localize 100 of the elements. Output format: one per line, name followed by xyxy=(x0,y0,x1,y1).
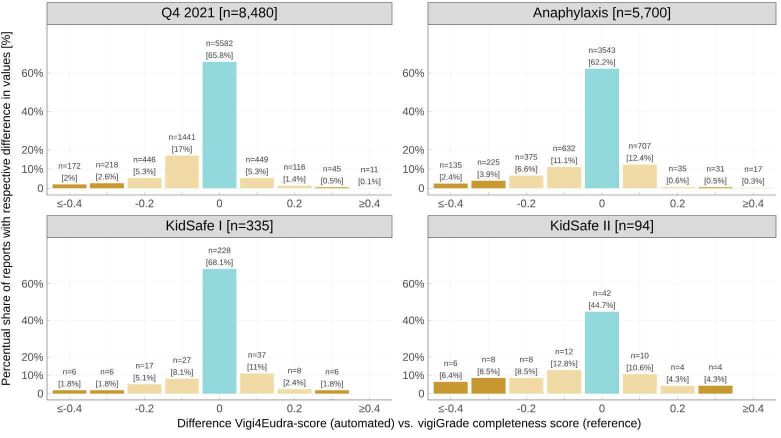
data-label: n=42 [44.7%] xyxy=(589,290,615,310)
x-axis-title: Difference Vigi4Eudra-score (automated) vs. vigiGrade completeness score (reference) xyxy=(178,418,641,430)
bar xyxy=(622,374,657,394)
x-tick-label: ≥0.4 xyxy=(359,200,380,208)
y-tick-label: 20% xyxy=(403,146,424,154)
x-tick-label: 0.2 xyxy=(287,200,302,208)
bar xyxy=(434,184,468,188)
data-label: n=3543 [62.2%] xyxy=(589,47,616,67)
data-label: n=31 [0.5%] xyxy=(704,166,726,186)
y-tick-label: 60% xyxy=(403,69,424,77)
data-label: n=225 [3.9%] xyxy=(478,159,500,179)
bar xyxy=(434,382,468,394)
y-tick-label: 60% xyxy=(403,280,424,288)
bar xyxy=(547,370,582,394)
bar xyxy=(165,378,199,394)
bar xyxy=(660,386,695,394)
x-tick-label: ≥0.4 xyxy=(742,200,764,208)
bar xyxy=(584,68,620,188)
y-tick-label: 60% xyxy=(22,280,44,288)
data-label: n=707 [12.4%] xyxy=(626,143,653,162)
data-label: n=632 [11.1%] xyxy=(551,146,577,165)
bar xyxy=(90,183,124,188)
bar xyxy=(128,384,162,394)
data-label: n=37 [11%] xyxy=(248,352,266,372)
x-tick-label: 0 xyxy=(216,404,222,412)
data-label: n=5582 [65.8%] xyxy=(206,40,233,60)
data-label: n=8 [2.4%] xyxy=(284,368,306,387)
bar xyxy=(202,268,236,394)
data-label: n=4 [4.3%] xyxy=(704,364,726,384)
data-label: n=228 [68.1%] xyxy=(206,247,232,267)
data-label: n=116 [1.4%] xyxy=(284,164,306,184)
data-label: n=11 [0.1%] xyxy=(358,166,380,186)
chart-title: KidSafe II [n=94] xyxy=(551,220,653,234)
x-tick-label: -0.2 xyxy=(517,200,536,208)
data-label: n=6 [1.8%] xyxy=(58,368,80,388)
x-tick-label: ≤-0.4 xyxy=(438,200,463,208)
x-tick-label: ≤-0.4 xyxy=(438,404,463,412)
data-label: n=6 [1.8%] xyxy=(96,368,118,388)
x-tick-label: 0.2 xyxy=(287,404,302,412)
bar xyxy=(90,390,124,394)
y-tick-label: 10% xyxy=(403,371,424,380)
bar xyxy=(584,312,620,394)
bar xyxy=(128,178,162,188)
bar xyxy=(472,180,506,188)
y-tick-label: 10% xyxy=(22,165,44,173)
data-label: n=35 [0.6%] xyxy=(666,166,688,185)
chart-title: Anaphylaxis [n=5,700] xyxy=(532,7,670,20)
bar xyxy=(509,378,544,394)
data-label: n=27 [8.1%] xyxy=(171,357,193,377)
data-label: n=449 [5.3%] xyxy=(246,156,268,176)
y-tick-label: 10% xyxy=(22,371,44,380)
data-label: n=17 [0.3%] xyxy=(742,166,764,186)
data-label: n=375 [6.6%] xyxy=(516,154,538,174)
bar xyxy=(240,373,274,394)
y-tick-label: 40% xyxy=(22,316,44,324)
y-tick-label: 0 xyxy=(38,390,44,398)
y-tick-label: 60% xyxy=(22,69,44,77)
x-tick-label: ≤-0.4 xyxy=(57,404,82,412)
bar xyxy=(698,386,732,394)
y-tick-label: 40% xyxy=(22,108,44,116)
x-tick-label: 0.2 xyxy=(670,200,685,208)
x-tick-label: 0 xyxy=(599,404,605,412)
y-tick-label: 40% xyxy=(402,316,424,324)
x-tick-label: ≤-0.4 xyxy=(57,200,82,208)
data-label: n=45 [0.5%] xyxy=(321,166,343,186)
bar xyxy=(202,62,236,188)
bar xyxy=(165,156,199,188)
x-tick-label: ≥0.4 xyxy=(742,404,764,412)
bar xyxy=(315,390,349,394)
data-label: n=8 [8.5%] xyxy=(516,356,538,376)
y-tick-label: 20% xyxy=(22,146,44,154)
bar xyxy=(472,378,506,394)
data-label: n=172 [2%] xyxy=(58,162,80,182)
x-tick-label: -0.2 xyxy=(136,200,154,208)
bar xyxy=(52,184,86,188)
y-tick-label: 20% xyxy=(403,353,424,361)
x-tick-label: -0.2 xyxy=(517,404,536,412)
data-label: n=4 [4.3%] xyxy=(666,364,688,384)
y-tick-label: 0 xyxy=(418,184,424,192)
x-tick-label: -0.2 xyxy=(136,404,154,412)
data-label: n=218 [2.6%] xyxy=(96,162,118,182)
x-tick-label: ≥0.4 xyxy=(359,404,380,412)
data-label: n=6 [6.4%] xyxy=(440,360,462,380)
data-label: n=8 [8.5%] xyxy=(478,356,500,376)
bar xyxy=(509,176,544,188)
chart-title: KidSafe I [n=335] xyxy=(166,220,272,234)
data-label: n=17 [5.1%] xyxy=(134,362,156,382)
data-label: n=446 [5.3%] xyxy=(134,156,156,176)
data-label: n=1441 [17%] xyxy=(169,134,196,154)
x-tick-label: 0 xyxy=(216,200,222,208)
bar xyxy=(52,390,86,394)
bar xyxy=(547,166,582,188)
data-label: n=12 [12.8%] xyxy=(551,348,578,368)
y-axis-title: Percentual share of reports with respective difference in values [%] xyxy=(1,32,12,385)
data-label: n=6 [1.8%] xyxy=(321,368,343,388)
x-tick-label: 0 xyxy=(599,200,605,208)
bar xyxy=(240,178,274,188)
y-tick-label: 20% xyxy=(22,353,44,361)
chart-title: Q4 2021 [n=8,480] xyxy=(162,7,277,20)
bar xyxy=(622,164,657,188)
